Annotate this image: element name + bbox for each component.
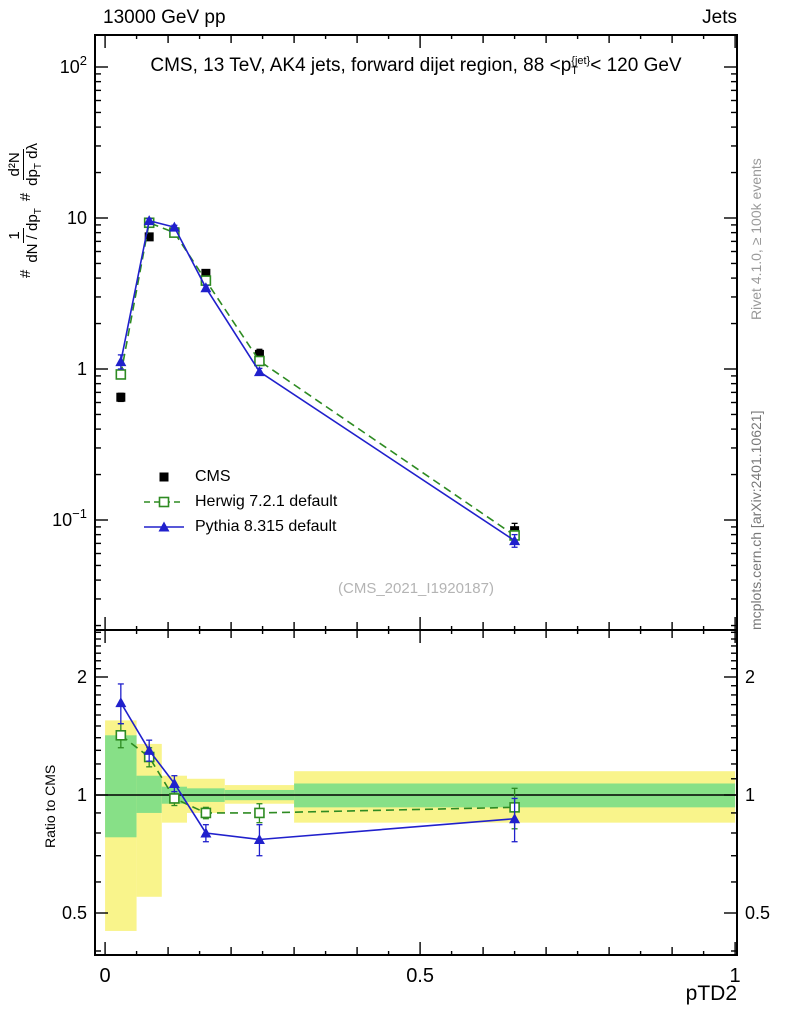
plot-title-sub: T [571, 64, 578, 77]
marker-filled-triangle [200, 282, 212, 293]
y-tick-label-main: 1 [77, 359, 87, 379]
rivet-version-label: Rivet 4.1.0, ≥ 100k events [748, 158, 764, 320]
marker-open-square [158, 496, 170, 508]
ratio-tick-label-right: 1 [745, 785, 755, 805]
y-tick-label-main: 102 [60, 53, 87, 77]
marker-open-square [115, 730, 127, 741]
marker-filled-triangle [168, 221, 180, 232]
marker-filled-square [254, 349, 264, 359]
watermark: (CMS_2021_I1920187) [338, 580, 494, 597]
marker-open-square [254, 807, 265, 819]
y-axis-label-main: # 1 dN / dpT # d²N dpT dλ [6, 143, 45, 278]
ylabel-frac2-num: d²N [6, 149, 25, 180]
ylabel-frac2-den: dpT dλ [24, 143, 45, 186]
pt-jet-scripts: {jet} T [571, 54, 591, 77]
plot-title: CMS, 13 TeV, AK4 jets, forward dijet reg… [95, 55, 737, 77]
marker-filled-square [159, 472, 169, 482]
x-tick-label: 0.5 [406, 965, 434, 987]
series-line [120, 219, 516, 542]
x-tick-label: 0 [100, 965, 111, 987]
marker-open-square [200, 807, 212, 819]
main-panel-frame [94, 34, 738, 631]
marker-filled-triangle [158, 521, 170, 532]
x-tick-label: 1 [730, 965, 741, 987]
marker-filled-triangle [143, 215, 155, 226]
y-tick-label-main: 10 [67, 208, 87, 228]
series-line [120, 702, 515, 841]
ylabel-frac1-num: 1 [6, 228, 25, 243]
legend-label: Herwig 7.2.1 default [195, 493, 338, 510]
marker-filled-triangle [253, 833, 265, 844]
mcplots-arxiv-label: mcplots.cern.ch [arXiv:2401.10621] [748, 410, 764, 630]
plot-title-post: < 120 GeV [590, 55, 682, 76]
marker-open-square [115, 369, 127, 380]
marker-open-square [169, 793, 180, 804]
marker-filled-triangle [115, 697, 127, 708]
ylabel-fraction-2: d²N dpT dλ [6, 143, 45, 186]
legend-label: CMS [195, 468, 231, 485]
open-square-icon [144, 496, 184, 508]
filled-square-icon [159, 472, 169, 482]
marker-filled-square [201, 268, 211, 278]
marker-filled-triangle [143, 744, 155, 755]
marker-filled-square [116, 392, 126, 402]
marker-filled-square [144, 232, 154, 242]
uncertainty-band-stat [105, 735, 137, 838]
plot-title-pre: CMS, 13 TeV, AK4 jets, forward dijet reg… [150, 55, 572, 76]
filled-triangle-icon [144, 521, 184, 532]
y-axis-label-ratio: Ratio to CMS [42, 764, 58, 848]
ylabel-fraction-1: 1 dN / dpT [6, 208, 45, 263]
ratio-panel-frame [94, 629, 738, 956]
ratio-tick-label-right: 0.5 [745, 903, 770, 923]
legend-item: Herwig 7.2.1 default [142, 493, 337, 511]
ylabel-hash-2: # [16, 192, 34, 202]
marker-filled-triangle [509, 813, 521, 824]
ratio-tick-label-left: 0.5 [62, 903, 87, 923]
ratio-tick-label-left: 1 [77, 785, 87, 805]
legend-item: CMS [142, 468, 337, 486]
legend-item: Pythia 8.315 default [142, 518, 337, 536]
ylabel-frac1-den: dN / dpT [24, 208, 45, 263]
legend-label: Pythia 8.315 default [195, 518, 337, 535]
marker-filled-triangle [115, 356, 127, 367]
beam-energy-label: 13000 GeV pp [103, 7, 226, 28]
marker-filled-triangle [253, 366, 265, 377]
marker-filled-triangle [168, 777, 180, 788]
plot-title-sup: {jet} [571, 54, 591, 67]
uncertainty-band-total [136, 743, 162, 897]
ylabel-hash-1: # [16, 269, 34, 278]
ratio-tick-label-right: 2 [745, 667, 755, 687]
legend: CMS Herwig 7.2.1 default Pythia 8.315 defa… [142, 468, 337, 536]
marker-filled-triangle [200, 827, 212, 838]
y-tick-label-main: 10−1 [52, 506, 87, 530]
analysis-group-label: Jets [702, 7, 737, 28]
ratio-tick-label-left: 2 [77, 667, 87, 687]
x-axis-label: pTD2 [685, 982, 737, 1005]
marker-open-square [254, 355, 265, 367]
marker-filled-triangle [509, 535, 521, 546]
